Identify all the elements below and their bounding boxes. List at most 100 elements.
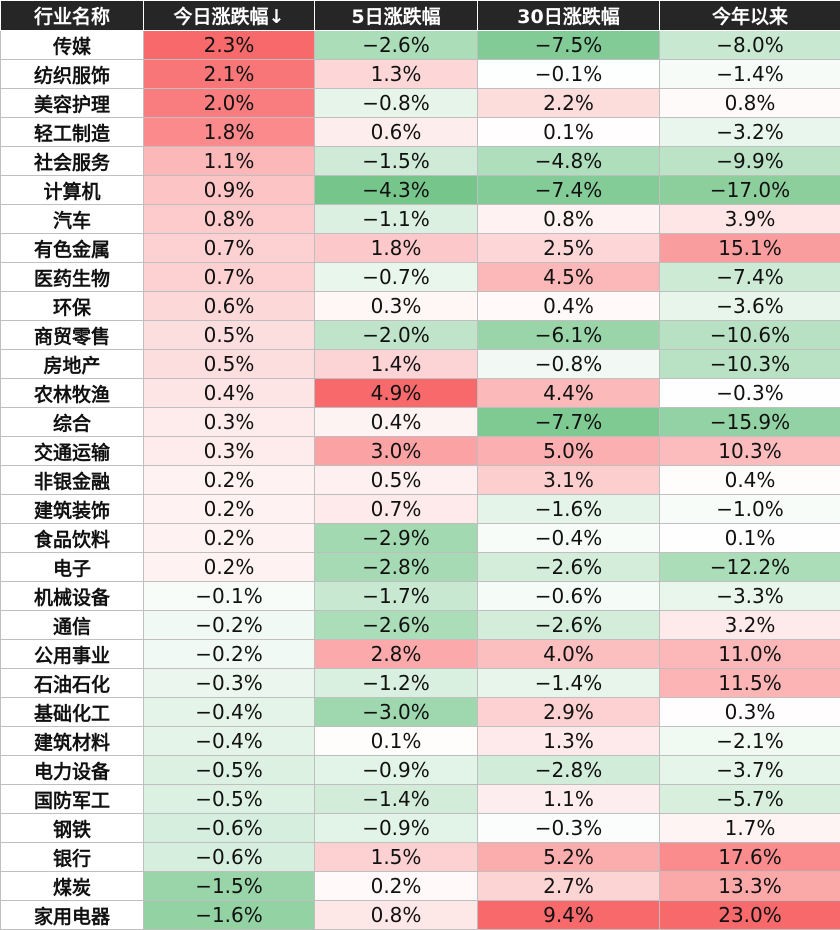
cell-ytd-change: −3.3%	[660, 582, 840, 611]
cell-ytd-change: −2.1%	[660, 727, 840, 756]
cell-today-change: −0.4%	[144, 727, 315, 756]
header-row: 行业名称 今日涨跌幅↓ 5日涨跌幅 30日涨跌幅 今年以来	[1, 1, 840, 31]
cell-ytd-change: 0.3%	[660, 698, 840, 727]
cell-5day-change: −2.8%	[315, 553, 478, 582]
table-row: 国防军工−0.5%−1.4%1.1%−5.7%	[1, 785, 840, 814]
cell-5day-change: 0.1%	[315, 727, 478, 756]
cell-industry-name: 食品饮料	[1, 524, 144, 553]
cell-industry-name: 交通运输	[1, 437, 144, 466]
cell-today-change: 1.8%	[144, 118, 315, 147]
cell-5day-change: −0.8%	[315, 89, 478, 118]
cell-ytd-change: −3.6%	[660, 292, 840, 321]
cell-today-change: 0.9%	[144, 176, 315, 205]
cell-industry-name: 石油石化	[1, 669, 144, 698]
cell-industry-name: 计算机	[1, 176, 144, 205]
header-5day-change[interactable]: 5日涨跌幅	[315, 1, 478, 31]
header-30day-change[interactable]: 30日涨跌幅	[478, 1, 660, 31]
cell-5day-change: −1.2%	[315, 669, 478, 698]
cell-industry-name: 公用事业	[1, 640, 144, 669]
cell-today-change: 0.8%	[144, 205, 315, 234]
cell-today-change: 0.3%	[144, 408, 315, 437]
cell-30day-change: −1.6%	[478, 495, 660, 524]
table-row: 通信−0.2%−2.6%−2.6%3.2%	[1, 611, 840, 640]
cell-30day-change: −6.1%	[478, 321, 660, 350]
cell-industry-name: 农林牧渔	[1, 379, 144, 408]
cell-today-change: 0.2%	[144, 495, 315, 524]
cell-today-change: 1.1%	[144, 147, 315, 176]
cell-30day-change: 0.4%	[478, 292, 660, 321]
cell-5day-change: −1.5%	[315, 147, 478, 176]
cell-5day-change: −1.4%	[315, 785, 478, 814]
cell-5day-change: 1.5%	[315, 843, 478, 872]
cell-ytd-change: −1.4%	[660, 60, 840, 89]
cell-5day-change: −1.1%	[315, 205, 478, 234]
table-row: 基础化工−0.4%−3.0%2.9%0.3%	[1, 698, 840, 727]
cell-ytd-change: −12.2%	[660, 553, 840, 582]
cell-today-change: 0.2%	[144, 524, 315, 553]
cell-30day-change: −2.8%	[478, 756, 660, 785]
cell-industry-name: 汽车	[1, 205, 144, 234]
cell-5day-change: −2.9%	[315, 524, 478, 553]
cell-30day-change: −1.4%	[478, 669, 660, 698]
cell-5day-change: 0.2%	[315, 872, 478, 901]
cell-industry-name: 非银金融	[1, 466, 144, 495]
cell-industry-name: 钢铁	[1, 814, 144, 843]
cell-30day-change: −7.7%	[478, 408, 660, 437]
cell-today-change: 0.6%	[144, 292, 315, 321]
table-row: 银行−0.6%1.5%5.2%17.6%	[1, 843, 840, 872]
table-header: 行业名称 今日涨跌幅↓ 5日涨跌幅 30日涨跌幅 今年以来	[1, 1, 840, 31]
cell-30day-change: −0.4%	[478, 524, 660, 553]
cell-industry-name: 银行	[1, 843, 144, 872]
cell-5day-change: −0.7%	[315, 263, 478, 292]
cell-30day-change: −2.6%	[478, 611, 660, 640]
cell-30day-change: 2.9%	[478, 698, 660, 727]
cell-5day-change: 2.8%	[315, 640, 478, 669]
cell-5day-change: 3.0%	[315, 437, 478, 466]
cell-ytd-change: 0.1%	[660, 524, 840, 553]
cell-ytd-change: 13.3%	[660, 872, 840, 901]
table-row: 电力设备−0.5%−0.9%−2.8%−3.7%	[1, 756, 840, 785]
table-row: 石油石化−0.3%−1.2%−1.4%11.5%	[1, 669, 840, 698]
cell-today-change: −0.1%	[144, 582, 315, 611]
table-row: 公用事业−0.2%2.8%4.0%11.0%	[1, 640, 840, 669]
cell-5day-change: 0.6%	[315, 118, 478, 147]
cell-industry-name: 机械设备	[1, 582, 144, 611]
header-industry-name: 行业名称	[1, 1, 144, 31]
header-today-change[interactable]: 今日涨跌幅↓	[144, 1, 315, 31]
cell-30day-change: 9.4%	[478, 901, 660, 930]
cell-30day-change: −2.6%	[478, 553, 660, 582]
header-ytd-change[interactable]: 今年以来	[660, 1, 840, 31]
cell-ytd-change: 15.1%	[660, 234, 840, 263]
cell-ytd-change: 23.0%	[660, 901, 840, 930]
cell-today-change: 2.3%	[144, 31, 315, 60]
cell-ytd-change: −3.7%	[660, 756, 840, 785]
cell-30day-change: −0.1%	[478, 60, 660, 89]
cell-industry-name: 电子	[1, 553, 144, 582]
cell-today-change: −0.5%	[144, 785, 315, 814]
cell-30day-change: 0.8%	[478, 205, 660, 234]
table-row: 家用电器−1.6%0.8%9.4%23.0%	[1, 901, 840, 930]
cell-30day-change: 1.1%	[478, 785, 660, 814]
cell-ytd-change: 10.3%	[660, 437, 840, 466]
cell-30day-change: 2.2%	[478, 89, 660, 118]
cell-industry-name: 建筑装饰	[1, 495, 144, 524]
cell-today-change: −0.2%	[144, 611, 315, 640]
cell-industry-name: 纺织服饰	[1, 60, 144, 89]
cell-industry-name: 商贸零售	[1, 321, 144, 350]
cell-30day-change: −4.8%	[478, 147, 660, 176]
